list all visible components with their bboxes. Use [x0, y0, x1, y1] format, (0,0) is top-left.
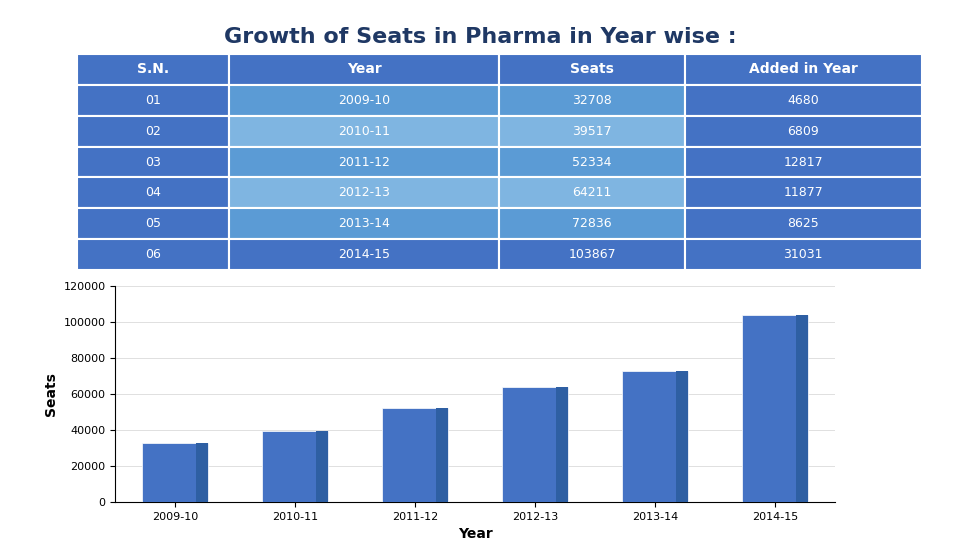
Text: 72836: 72836: [572, 217, 612, 230]
Bar: [77, 208, 228, 239]
Bar: [228, 178, 499, 208]
Text: 03: 03: [145, 156, 160, 168]
Bar: [502, 387, 568, 502]
Text: S.N.: S.N.: [136, 63, 169, 77]
Text: 2014-15: 2014-15: [338, 248, 390, 261]
Text: 2013-14: 2013-14: [338, 217, 390, 230]
Bar: [228, 239, 499, 270]
Text: 32708: 32708: [572, 94, 612, 107]
Bar: [382, 408, 448, 502]
Text: 12817: 12817: [783, 156, 823, 168]
Bar: [499, 239, 685, 270]
Bar: [228, 85, 499, 116]
Text: 06: 06: [145, 248, 160, 261]
Bar: [685, 54, 922, 85]
Bar: [77, 146, 228, 178]
Bar: [499, 116, 685, 146]
Text: 8625: 8625: [787, 217, 819, 230]
Text: 64211: 64211: [572, 186, 612, 199]
Bar: [685, 85, 922, 116]
Bar: [685, 208, 922, 239]
Text: 2012-13: 2012-13: [338, 186, 390, 199]
Text: 39517: 39517: [572, 125, 612, 138]
Bar: [685, 146, 922, 178]
Bar: [77, 85, 228, 116]
Bar: [685, 178, 922, 208]
Text: 11877: 11877: [783, 186, 824, 199]
Bar: [556, 387, 568, 502]
X-axis label: Year: Year: [458, 528, 492, 540]
Text: 4680: 4680: [787, 94, 819, 107]
Bar: [436, 408, 448, 502]
Text: 2009-10: 2009-10: [338, 94, 390, 107]
Bar: [228, 116, 499, 146]
Text: 04: 04: [145, 186, 160, 199]
Text: 31031: 31031: [783, 248, 823, 261]
Bar: [77, 54, 228, 85]
Bar: [685, 239, 922, 270]
Text: 02: 02: [145, 125, 160, 138]
Bar: [262, 431, 328, 502]
Bar: [228, 54, 499, 85]
Text: 103867: 103867: [568, 248, 616, 261]
Bar: [77, 178, 228, 208]
Text: Seats: Seats: [570, 63, 614, 77]
Bar: [77, 116, 228, 146]
Bar: [228, 208, 499, 239]
Bar: [499, 146, 685, 178]
Bar: [622, 371, 688, 502]
Text: Growth of Seats in Pharma in Year wise :: Growth of Seats in Pharma in Year wise :: [224, 27, 736, 47]
Text: 01: 01: [145, 94, 160, 107]
Bar: [742, 315, 808, 502]
Text: 52334: 52334: [572, 156, 612, 168]
Bar: [196, 443, 208, 502]
Bar: [228, 146, 499, 178]
Bar: [499, 54, 685, 85]
Bar: [499, 208, 685, 239]
Text: 05: 05: [145, 217, 161, 230]
Text: 6809: 6809: [787, 125, 819, 138]
Y-axis label: Seats: Seats: [44, 372, 58, 416]
Text: Year: Year: [347, 63, 381, 77]
Bar: [77, 239, 228, 270]
Bar: [676, 371, 688, 502]
Bar: [685, 116, 922, 146]
Text: 2010-11: 2010-11: [338, 125, 390, 138]
Bar: [317, 431, 328, 502]
Bar: [142, 443, 208, 502]
Text: Added in Year: Added in Year: [749, 63, 858, 77]
Text: 2011-12: 2011-12: [338, 156, 390, 168]
Bar: [499, 85, 685, 116]
Bar: [499, 178, 685, 208]
Bar: [796, 315, 808, 502]
